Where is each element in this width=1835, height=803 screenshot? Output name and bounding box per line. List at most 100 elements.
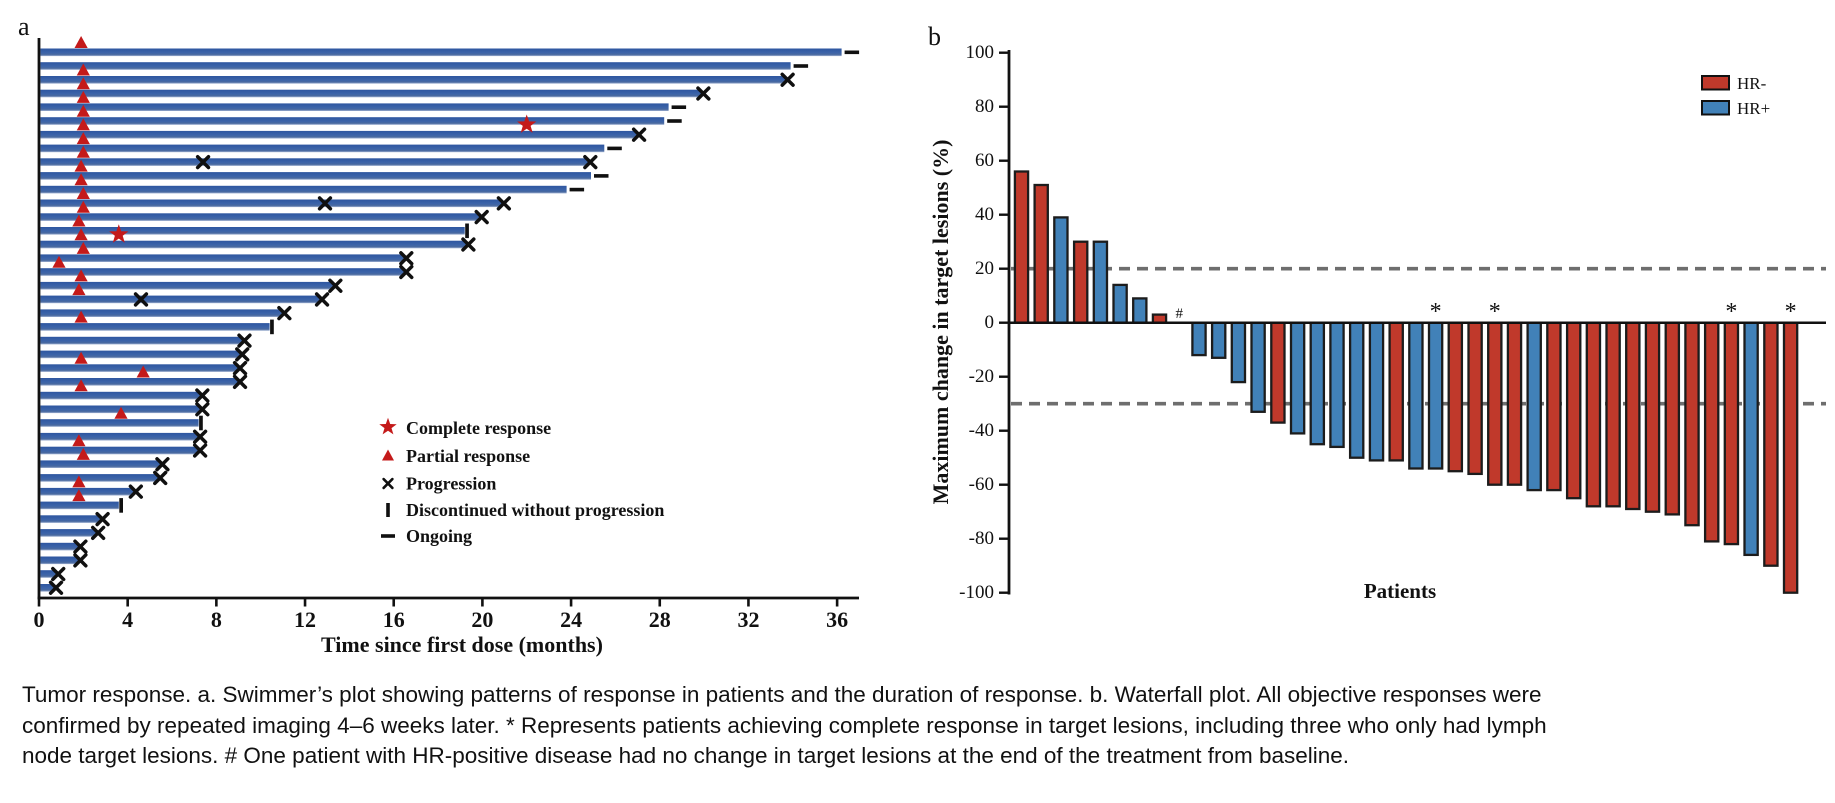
swimmer-bar [40, 570, 57, 578]
progression-x-icon [277, 306, 292, 321]
waterfall-bar [1565, 321, 1582, 500]
partial-response-triangle-icon [76, 63, 90, 76]
swimmer-bar [40, 584, 55, 592]
x-tick-label: 24 [560, 607, 582, 632]
partial-response-triangle-icon [76, 90, 90, 103]
waterfall-bar [1329, 321, 1345, 449]
x-tick-label: 0 [34, 607, 45, 632]
y-tick-label: -80 [969, 528, 994, 549]
swimmer-bar [40, 144, 605, 153]
partial-response-triangle-icon [74, 269, 88, 282]
ongoing-dash-icon [793, 64, 809, 68]
waterfall-bar [1210, 321, 1227, 359]
y-tick-label: 0 [985, 312, 995, 333]
legend-label: Complete response [406, 418, 551, 438]
progression-x-icon [232, 360, 248, 376]
waterfall-bar [1191, 321, 1207, 357]
waterfall-bar [1289, 321, 1306, 435]
swimmer-bar [40, 89, 702, 98]
no-change-hash-label: # [1176, 306, 1184, 322]
waterfall-bar [1427, 321, 1444, 470]
legend-swatch [1701, 100, 1730, 116]
partial-response-triangle-icon [76, 118, 90, 131]
swimmer-bar [40, 432, 199, 441]
partial-response-triangle-icon [76, 187, 90, 199]
partial-response-triangle-icon [76, 145, 90, 158]
swimmer-bar [40, 515, 102, 523]
progression-x-icon [237, 333, 252, 348]
x-axis-title: Time since first dose (months) [321, 632, 603, 657]
waterfall-bar [1092, 240, 1109, 324]
swimmer-bar [40, 158, 589, 166]
legend-bar-icon [386, 503, 390, 517]
swimmer-bar [40, 309, 283, 317]
figure-caption: Tumor response. a. Swimmer’s plot showin… [22, 680, 1602, 772]
progression-x-icon [461, 237, 476, 252]
swimmer-bar [40, 350, 241, 359]
ongoing-dash-icon [569, 187, 585, 192]
progression-x-icon [90, 525, 106, 540]
progression-x-icon [192, 443, 208, 458]
waterfall-bar [1112, 283, 1128, 324]
partial-response-triangle-icon [74, 379, 88, 392]
x-axis-title: Patients [1364, 579, 1436, 603]
swimmer-bar [40, 556, 79, 565]
waterfall-bar [1743, 321, 1759, 557]
discontinued-bar-icon [199, 415, 203, 431]
discontinued-bar-icon [465, 223, 469, 239]
partial-response-triangle-icon [136, 365, 150, 378]
partial-response-triangle-icon [74, 173, 88, 186]
y-tick-label: 100 [966, 42, 995, 63]
swimmer-bar [40, 529, 97, 537]
partial-response-triangle-icon [74, 228, 88, 241]
swimmer-bar [40, 227, 465, 235]
progression-x-icon [496, 196, 512, 211]
waterfall-bar [1605, 321, 1621, 508]
caption-line: Tumor response. a. Swimmer’s plot showin… [22, 682, 1542, 707]
progression-x-icon [232, 374, 248, 389]
ongoing-dash-icon [667, 119, 682, 123]
panel-a-label: a [18, 12, 30, 41]
partial-response-triangle-icon [76, 132, 90, 145]
waterfall-bar [1013, 170, 1030, 324]
x-tick-label: 8 [211, 607, 222, 632]
waterfall-bar [1270, 321, 1286, 424]
complete-response-star-icon [109, 224, 129, 243]
y-tick-label: 60 [975, 150, 994, 171]
progression-x-icon [399, 251, 414, 266]
waterfall-plot: # * * * * 100 80 60 40 20 0 -20 -40 -60 -80 -100 Maximum… [928, 42, 1826, 603]
waterfall-bars: # * * * * [1013, 170, 1799, 594]
waterfall-bar [1250, 321, 1266, 413]
waterfall-bar [1072, 240, 1089, 324]
complete-response-asterisk-label: * [1785, 299, 1797, 325]
waterfall-bar [1506, 321, 1523, 486]
partial-response-triangle-icon [76, 447, 90, 460]
y-axis-title: Maximum change in target lesions (%) [928, 140, 953, 505]
legend-dash-icon [381, 534, 395, 538]
swimmer-bar [40, 378, 239, 386]
x-tick-label: 32 [737, 607, 759, 632]
swimmer-bar [40, 460, 161, 468]
caption-line: confirmed by repeated imaging 4–6 weeks … [22, 712, 1547, 738]
discontinued-bar-icon [119, 498, 123, 513]
progression-x-icon [51, 566, 66, 582]
progression-x-icon [314, 292, 330, 307]
swimmer-bar [40, 501, 119, 510]
legend-label: Partial response [406, 446, 530, 466]
swimmer-bar [40, 62, 791, 70]
swimmer-bar [40, 48, 842, 57]
y-tick-label: -40 [969, 420, 994, 441]
progression-x-icon [474, 209, 489, 225]
legend-label: HR+ [1737, 99, 1770, 118]
progression-x-icon [153, 470, 168, 486]
waterfall-bar [1348, 321, 1365, 459]
waterfall-bar [1388, 321, 1404, 462]
waterfall-bar [1230, 321, 1247, 384]
partial-response-triangle-icon [74, 351, 88, 364]
progression-x-icon [73, 553, 88, 568]
partial-response-triangle-icon [114, 406, 128, 419]
reference-lines [1011, 266, 1826, 406]
x-tick-label: 12 [294, 607, 316, 632]
ongoing-dash-icon [594, 174, 609, 178]
swimmer-bar [40, 295, 321, 304]
